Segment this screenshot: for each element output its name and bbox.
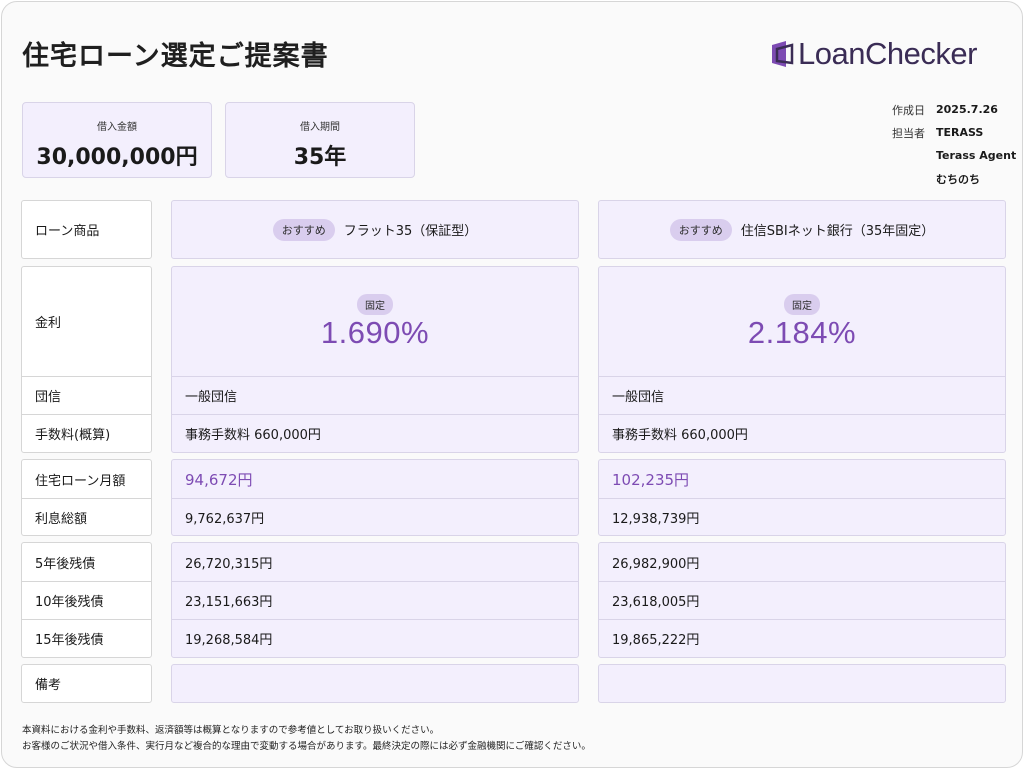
product-2-balance-15: 19,865,222円 [599, 619, 1005, 657]
product-1-fee: 事務手数料 660,000円 [172, 414, 578, 452]
label-fee: 手数料(概算) [22, 414, 151, 452]
product-1-name: フラット35（保証型） [343, 224, 478, 239]
recommended-badge: おすすめ [669, 218, 732, 241]
product-1-notes [171, 664, 579, 703]
label-rate: 金利 [35, 316, 62, 331]
product-2-insurance: 一般団信 [599, 376, 1005, 414]
brand-logo: LoanChecker [772, 36, 977, 72]
staff-label: 担当者 [892, 126, 925, 140]
product-2-name-cell: おすすめ 住信SBIネット銀行（35年固定） [598, 200, 1006, 259]
loan-period-value: 35年 [293, 145, 347, 170]
product-1-insurance: 一般団信 [172, 376, 578, 414]
loanchecker-logo-icon [772, 41, 794, 67]
product-2-fee: 事務手数料 660,000円 [599, 414, 1005, 452]
loan-amount-label: 借入金額 [97, 122, 137, 133]
disclaimer-line-2: お客様のご状況や借入条件、実行月など複合的な理由で変動する場合があります。最終決… [22, 741, 591, 752]
product-1-rate: 1.690% [320, 315, 430, 350]
product-1-monthly: 94,672円 [185, 470, 253, 489]
product-1-name-cell: おすすめ フラット35（保証型） [171, 200, 579, 259]
label-interest-total: 利息総額 [22, 498, 151, 535]
product-2-balance-10: 23,618,005円 [599, 581, 1005, 619]
product-2-name: 住信SBIネット銀行（35年固定） [740, 224, 935, 239]
rate-type-badge: 固定 [784, 294, 820, 315]
product-1-name-row: おすすめ フラット35（保証型） [172, 201, 578, 258]
staff-team: Terass Agent [936, 149, 1017, 162]
document-meta: 作成日 2025.7.26 担当者 TERASS Terass Agent むちのち [892, 98, 1016, 190]
date-value: 2025.7.26 [936, 103, 998, 116]
product-1-balance-15: 19,268,584円 [172, 619, 578, 657]
product-2-name-row: おすすめ 住信SBIネット銀行（35年固定） [599, 201, 1005, 258]
product-2-notes-text [599, 665, 1005, 702]
product-2-notes [598, 664, 1006, 703]
loan-period-label: 借入期間 [300, 122, 340, 133]
product-2-balance-group: 26,982,900円 23,618,005円 19,865,222円 [598, 542, 1006, 658]
product-2-rate-group: 固定 2.184% 一般団信 事務手数料 660,000円 [598, 266, 1006, 453]
recommended-badge: おすすめ [272, 218, 335, 241]
label-balance-10: 10年後残債 [22, 581, 151, 619]
label-balance-group: 5年後残債 10年後残債 15年後残債 [21, 542, 152, 658]
loan-amount-card: 借入金額 30,000,000円 [22, 102, 212, 178]
product-2-monthly: 102,235円 [612, 470, 690, 489]
date-label: 作成日 [892, 103, 925, 117]
label-rate-group: 金利 団信 手数料(概算) [21, 266, 152, 453]
staff-name: むちのち [936, 172, 980, 186]
loan-amount-value: 30,000,000円 [36, 145, 198, 170]
label-balance-15: 15年後残債 [22, 619, 151, 657]
label-insurance: 団信 [22, 376, 151, 414]
product-1-payment-group: 94,672円 9,762,637円 [171, 459, 579, 536]
disclaimer-line-1: 本資料における金利や手数料、返済額等は概算となりますので参考値としてお取り扱いく… [22, 725, 440, 736]
label-product: ローン商品 [35, 224, 100, 239]
brand-name: LoanChecker [798, 36, 977, 71]
product-1-notes-text [172, 665, 578, 702]
product-2-balance-5: 26,982,900円 [612, 556, 700, 572]
label-payment-group: 住宅ローン月額 利息総額 [21, 459, 152, 536]
rate-type-badge: 固定 [357, 294, 393, 315]
label-balance-5: 5年後残債 [35, 556, 96, 572]
product-1-rate-group: 固定 1.690% 一般団信 事務手数料 660,000円 [171, 266, 579, 453]
product-1-balance-10: 23,151,663円 [172, 581, 578, 619]
product-1-balance-5: 26,720,315円 [185, 556, 273, 572]
product-1-balance-group: 26,720,315円 23,151,663円 19,268,584円 [171, 542, 579, 658]
product-2-interest-total: 12,938,739円 [599, 498, 1005, 535]
label-product-cell: ローン商品 [21, 200, 152, 259]
label-notes: 備考 [35, 678, 62, 693]
staff-company: TERASS [936, 126, 984, 139]
product-2-payment-group: 102,235円 12,938,739円 [598, 459, 1006, 536]
product-2-rate: 2.184% [747, 315, 857, 350]
product-1-interest-total: 9,762,637円 [172, 498, 578, 535]
disclaimer: 本資料における金利や手数料、返済額等は概算となりますので参考値としてお取り扱いく… [22, 723, 591, 755]
label-notes-cell: 備考 [21, 664, 152, 703]
page-title: 住宅ローン選定ご提案書 [22, 41, 329, 72]
loan-period-card: 借入期間 35年 [225, 102, 415, 178]
label-monthly: 住宅ローン月額 [35, 473, 126, 489]
